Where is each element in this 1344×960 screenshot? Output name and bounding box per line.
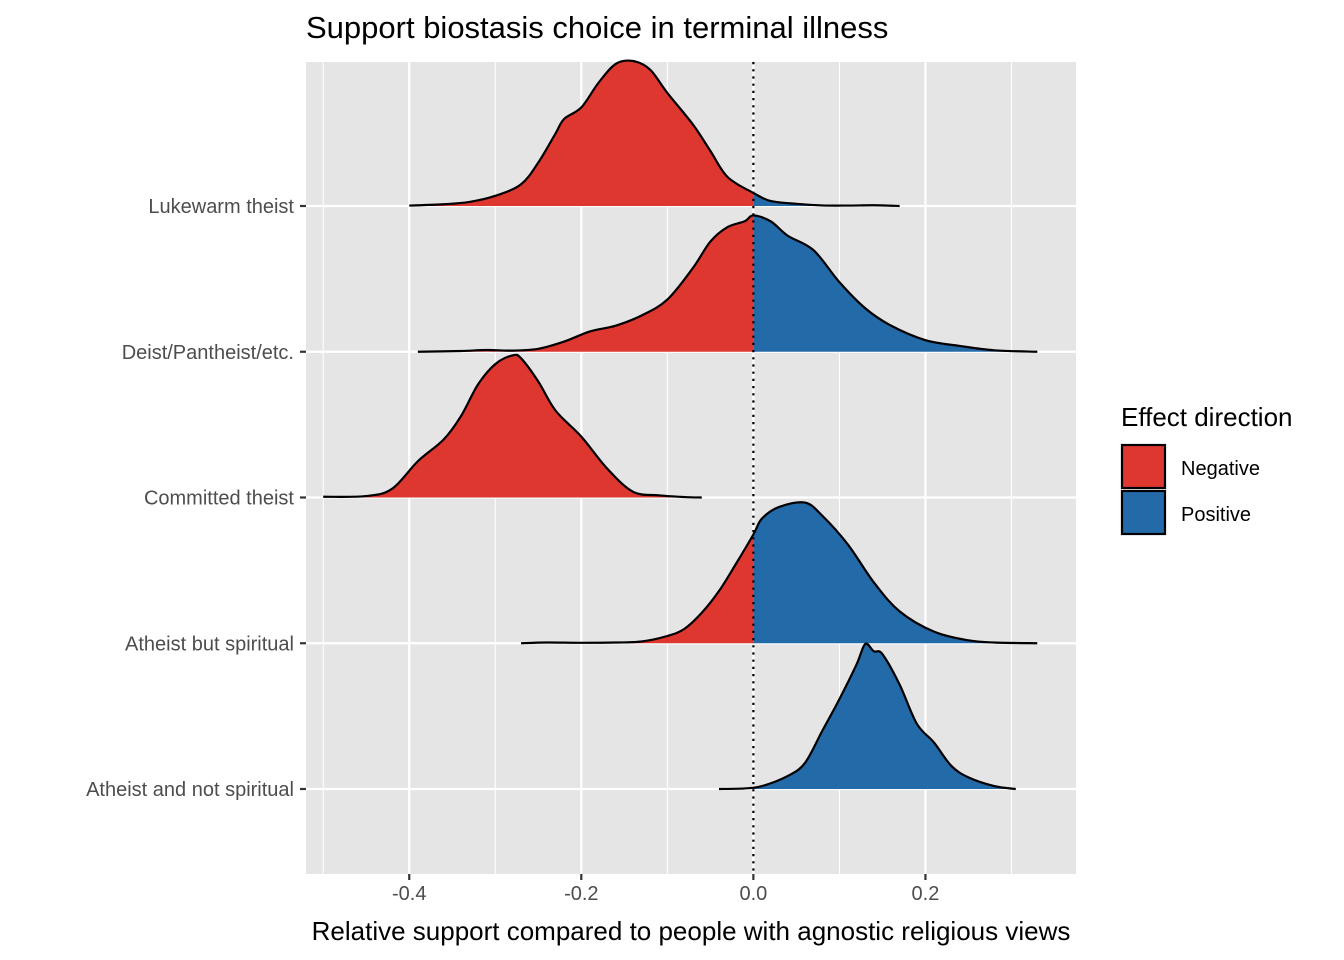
y-tick-label: Atheist but spiritual	[125, 633, 294, 655]
ridge-deist-pantheist-etc-	[417, 214, 1038, 353]
ridge-committed-theist	[323, 353, 702, 499]
x-tick-label: -0.4	[392, 883, 426, 905]
legend-key-negative	[1120, 443, 1167, 490]
ridge-outline	[718, 642, 1016, 791]
ridge-lukewarm-theist	[409, 59, 900, 208]
y-tick-label: Committed theist	[144, 488, 294, 510]
ridge-area-positive	[753, 192, 900, 206]
y-tick-label: Deist/Pantheist/etc.	[122, 342, 294, 364]
ridge-atheist-and-not-spiritual	[718, 642, 1016, 791]
ridge-area-positive	[753, 502, 1038, 644]
chart-title: Support biostasis choice in terminal ill…	[306, 10, 888, 45]
x-tick-label: 0.2	[912, 883, 940, 905]
x-axis: -0.4 -0.2 0.0 0.2	[392, 874, 939, 905]
ridge-area-negative	[521, 534, 754, 644]
ridge-area-negative	[409, 60, 754, 206]
y-axis: Atheist and not spiritual Atheist but spi…	[86, 196, 306, 801]
ridge-area-positive	[753, 215, 1038, 352]
legend-label-positive: Positive	[1181, 504, 1251, 526]
legend: Effect direction Negative Positive	[1120, 402, 1293, 536]
ridge-area-positive	[753, 643, 1016, 789]
y-tick-label: Atheist and not spiritual	[86, 779, 294, 801]
density-ridges	[323, 59, 1038, 791]
y-tick-label: Lukewarm theist	[148, 196, 294, 218]
ridge-area-negative	[417, 215, 754, 352]
legend-label-negative: Negative	[1181, 458, 1260, 480]
ridge-outline	[521, 501, 1038, 645]
ridge-outline	[323, 353, 702, 499]
ridge-outline	[417, 214, 1038, 353]
x-tick-label: -0.2	[564, 883, 598, 905]
legend-key-positive	[1120, 489, 1167, 536]
ridge-outline	[409, 59, 900, 208]
ridge-atheist-but-spiritual	[521, 501, 1038, 645]
x-tick-label: 0.0	[739, 883, 767, 905]
legend-title: Effect direction	[1121, 402, 1293, 432]
x-axis-title: Relative support compared to people with…	[312, 916, 1071, 946]
